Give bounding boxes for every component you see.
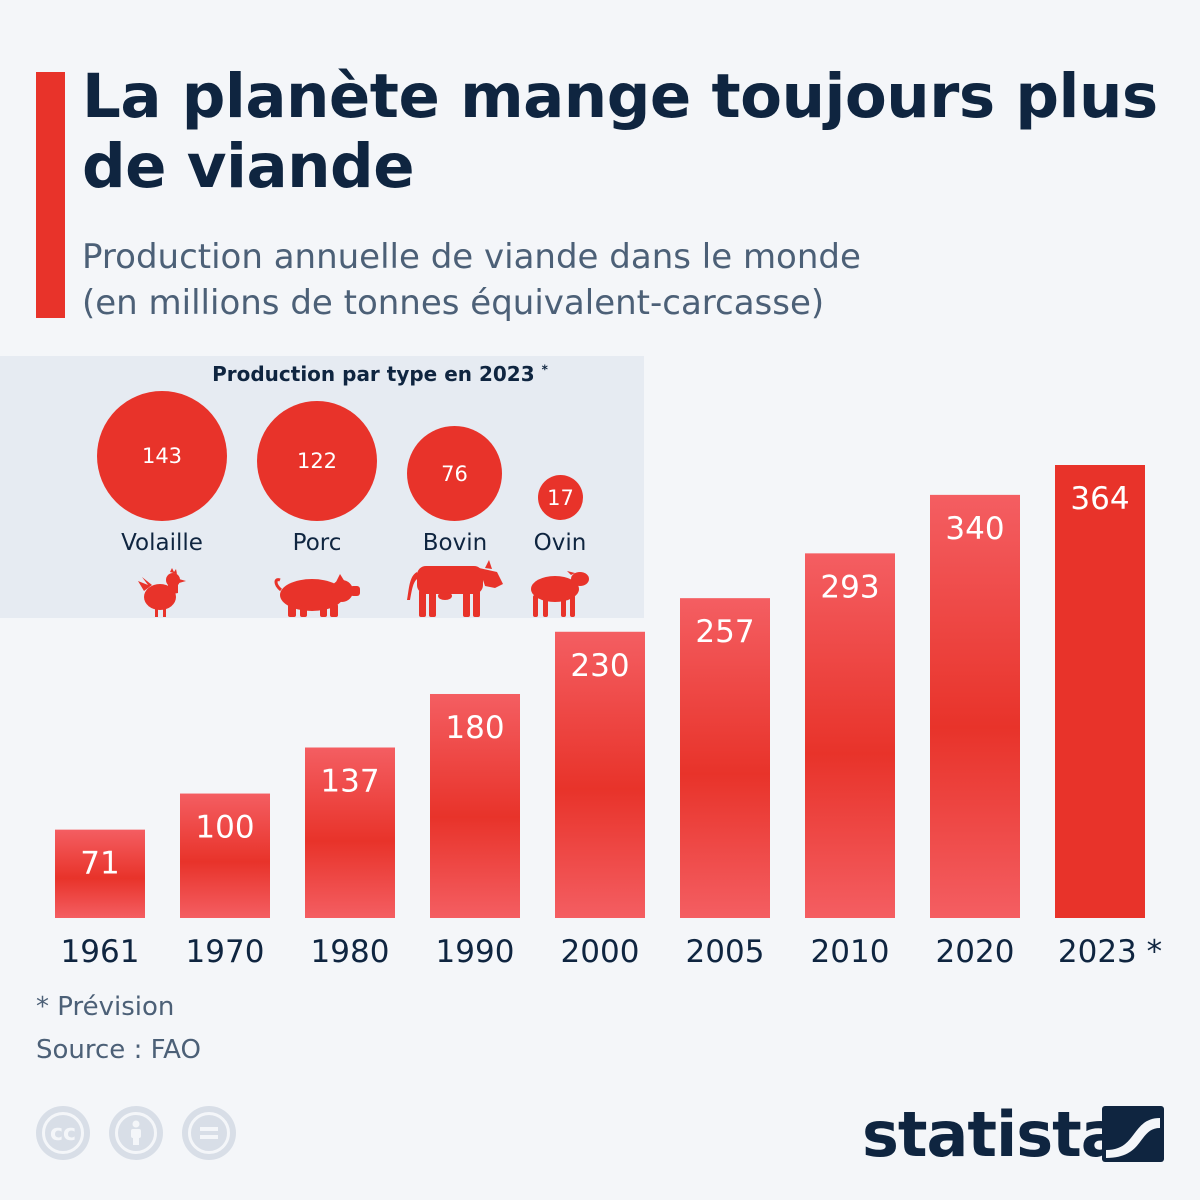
x-tick-label: 1990 <box>436 934 515 970</box>
x-tick-label: 1970 <box>186 934 265 970</box>
bubble-bovin: 76 <box>407 426 502 521</box>
statista-logo-icon <box>1102 1106 1164 1162</box>
type-label-volaille: Volaille <box>121 530 203 556</box>
type-breakdown-title-text: Production par type en 2023 <box>212 362 535 386</box>
bubble-porc: 122 <box>257 401 377 521</box>
bubble-value: 122 <box>296 449 338 473</box>
bar-2005 <box>680 598 770 918</box>
subtitle-line-1: Production annuelle de viande dans le mo… <box>82 237 861 277</box>
bar-1980 <box>305 747 395 918</box>
bar-value-label: 364 <box>1070 481 1129 517</box>
subtitle: Production annuelle de viande dans le mo… <box>82 234 1162 326</box>
sheep-icon <box>531 571 589 617</box>
bar-value-label: 230 <box>570 648 629 684</box>
bubble-value: 17 <box>547 485 574 510</box>
bar-value-label: 293 <box>820 569 879 605</box>
forecast-note: * Prévision <box>36 992 175 1022</box>
bar-2000 <box>555 631 645 918</box>
bar-value-label: 71 <box>80 846 119 882</box>
bubble-ovin: 17 <box>538 475 583 520</box>
bar-1990 <box>430 693 520 918</box>
cow-icon <box>407 560 503 617</box>
bar-2023 <box>1055 465 1145 918</box>
type-label-ovin: Ovin <box>533 530 587 556</box>
x-tick-label: 2023 * <box>1058 934 1162 970</box>
type-label-bovin: Bovin <box>422 530 488 556</box>
x-tick-label: 1980 <box>311 934 390 970</box>
x-tick-label: 2000 <box>561 934 640 970</box>
chicken-icon <box>138 568 186 617</box>
bar-value-label: 340 <box>945 511 1004 547</box>
source-note: Source : FAO <box>36 1035 201 1065</box>
x-tick-label: 2020 <box>936 934 1015 970</box>
bar-1961 <box>55 829 145 918</box>
x-tick-label: 2010 <box>811 934 890 970</box>
subtitle-line-2: (en millions de tonnes équivalent-carcas… <box>82 283 825 323</box>
type-label-porc: Porc <box>292 530 342 556</box>
bar-value-label: 180 <box>445 710 504 746</box>
title-accent-bar <box>36 72 65 318</box>
bar-2010 <box>805 553 895 918</box>
bubble-value: 143 <box>141 444 183 468</box>
bar-2020 <box>930 494 1020 918</box>
statista-wordmark: statista <box>862 1098 1123 1171</box>
bar-1970 <box>180 793 270 918</box>
type-breakdown-title-mark: * <box>541 362 548 377</box>
x-tick-label: 2005 <box>686 934 765 970</box>
bar-value-label: 137 <box>320 764 379 800</box>
bubble-value: 76 <box>441 461 468 486</box>
bar-value-label: 257 <box>695 614 754 650</box>
bar-value-label: 100 <box>195 810 254 846</box>
bubble-volaille: 143 <box>97 391 227 521</box>
type-breakdown-title: Production par type en 2023 * <box>0 362 760 386</box>
pig-icon <box>274 574 360 617</box>
page-title: La planète mange toujours plus de viande <box>82 61 1158 202</box>
no-derivatives-icon[interactable] <box>182 1106 236 1160</box>
x-tick-label: 1961 <box>61 934 140 970</box>
creative-commons-icon[interactable]: cc <box>36 1106 90 1160</box>
attribution-icon[interactable] <box>109 1106 163 1160</box>
